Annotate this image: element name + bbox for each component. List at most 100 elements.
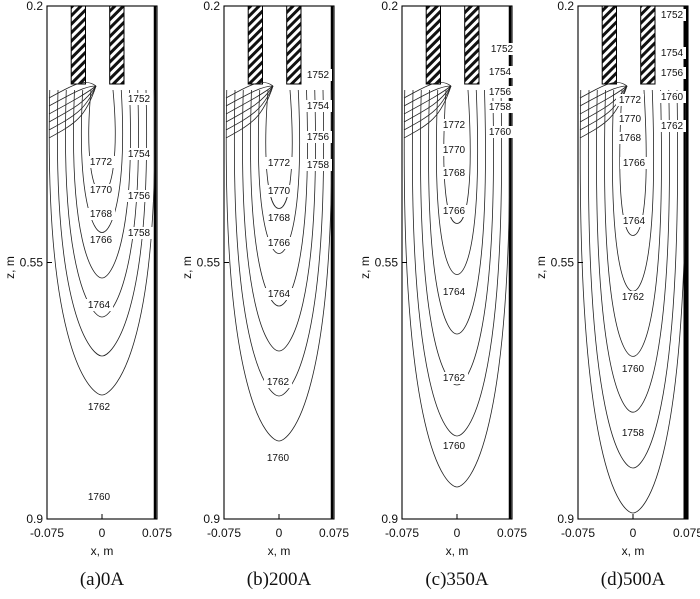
panel-caption: (d)500A xyxy=(601,569,666,590)
contour-label: 1766 xyxy=(90,235,113,246)
contour-label-bg xyxy=(265,212,293,224)
contour-label: 1760 xyxy=(622,364,645,375)
x-axis-label: x, m xyxy=(446,544,469,558)
contour-label: 1770 xyxy=(443,145,466,156)
y-tick-label: 0.2 xyxy=(203,0,220,13)
contour-label: 1758 xyxy=(622,428,645,439)
isotherm xyxy=(436,89,478,275)
contour-label-bg xyxy=(620,215,648,227)
contour-label-bg xyxy=(125,227,153,239)
electrode-right xyxy=(286,5,302,85)
contour-label-bg xyxy=(85,401,113,413)
x-tick-label: 0 xyxy=(276,526,283,540)
isotherm xyxy=(48,85,97,107)
contour-label-bg xyxy=(616,94,644,106)
x-tick-label: 0.075 xyxy=(497,526,527,540)
contour-label: 1766 xyxy=(268,238,291,249)
contour-label-bg xyxy=(619,291,647,303)
contour-label-bg xyxy=(616,132,644,144)
contour-label-bg xyxy=(125,190,153,202)
domain-frame xyxy=(46,5,158,520)
contour-label: 1756 xyxy=(128,191,151,202)
contour-label: 1756 xyxy=(661,68,684,79)
contour-label: 1766 xyxy=(623,158,646,169)
isotherm xyxy=(225,85,274,123)
y-tick-label: 0.9 xyxy=(203,512,220,526)
contour-label: 1760 xyxy=(661,92,684,103)
contour-label-bg xyxy=(265,185,293,197)
electrode-right xyxy=(464,5,480,85)
x-tick-label: -0.075 xyxy=(30,526,64,540)
contour-label-bg xyxy=(658,47,686,59)
y-tick-label: 0.9 xyxy=(557,512,574,526)
contour-label-bg xyxy=(620,157,648,169)
contour-label-bg xyxy=(87,208,115,220)
contour-label-bg xyxy=(265,288,293,300)
contour-label: 1770 xyxy=(268,186,291,197)
contour-label: 1752 xyxy=(491,44,514,55)
contour-label: 1752 xyxy=(307,70,330,81)
panel-caption: (c)350A xyxy=(425,569,489,590)
isotherm xyxy=(57,89,147,357)
domain-frame xyxy=(223,5,335,520)
contour-label-bg xyxy=(440,440,468,452)
electrode-left xyxy=(425,5,442,85)
y-axis-label: z, m xyxy=(358,256,372,279)
isotherm xyxy=(403,85,452,131)
isotherm xyxy=(225,85,274,139)
y-tick-label: 0.9 xyxy=(26,512,43,526)
contour-label-bg xyxy=(264,452,292,464)
electrode-left xyxy=(247,5,263,85)
x-tick-label: -0.075 xyxy=(561,526,595,540)
isotherm xyxy=(48,85,97,131)
x-tick-label: 0 xyxy=(454,526,461,540)
contour-label-bg xyxy=(85,491,113,503)
contour-label: 1768 xyxy=(268,213,291,224)
contour-label-bg xyxy=(440,167,468,179)
isotherm xyxy=(403,85,452,107)
isotherm xyxy=(579,89,687,514)
contour-label: 1752 xyxy=(128,94,151,105)
isotherm xyxy=(48,85,97,115)
y-tick-label: 0.2 xyxy=(381,0,398,13)
panel-caption: (b)200A xyxy=(247,569,312,590)
contour-label: 1756 xyxy=(489,87,512,98)
contour-label-bg xyxy=(87,156,115,168)
contour-label-bg xyxy=(85,299,113,311)
electrode-left xyxy=(70,5,86,85)
contour-label: 1754 xyxy=(307,101,330,112)
contour-label: 1764 xyxy=(443,287,466,298)
isotherm xyxy=(225,85,274,131)
contour-label-bg xyxy=(265,157,293,169)
contour-label: 1754 xyxy=(128,149,151,160)
contour-label-bg xyxy=(486,126,514,138)
isotherm xyxy=(412,89,502,437)
contour-label-bg xyxy=(658,9,686,21)
contour-label-bg xyxy=(619,363,647,375)
x-tick-label: 0 xyxy=(99,526,106,540)
contour-label-bg xyxy=(440,119,468,131)
contour-label-bg xyxy=(125,148,153,160)
contour-label-bg xyxy=(304,100,332,112)
y-tick-label: 0.55 xyxy=(375,256,399,270)
contour-label-bg xyxy=(304,69,332,81)
x-tick-label: 0 xyxy=(630,526,637,540)
x-axis-label: x, m xyxy=(622,544,645,558)
contour-label: 1768 xyxy=(443,168,466,179)
isotherm xyxy=(48,89,156,396)
isotherm xyxy=(420,89,494,386)
contour-label: 1762 xyxy=(267,377,290,388)
isotherm xyxy=(225,85,274,107)
contour-label: 1772 xyxy=(90,157,113,168)
contour-label: 1762 xyxy=(443,373,466,384)
electrode-right xyxy=(640,5,656,85)
contour-label-bg xyxy=(486,101,514,113)
contour-label: 1764 xyxy=(268,289,291,300)
contour-label: 1764 xyxy=(88,300,111,311)
contour-label-bg xyxy=(440,286,468,298)
isotherm xyxy=(403,89,511,488)
domain-frame xyxy=(577,5,689,520)
y-tick-label: 0.55 xyxy=(551,256,575,270)
isotherm xyxy=(242,89,316,352)
